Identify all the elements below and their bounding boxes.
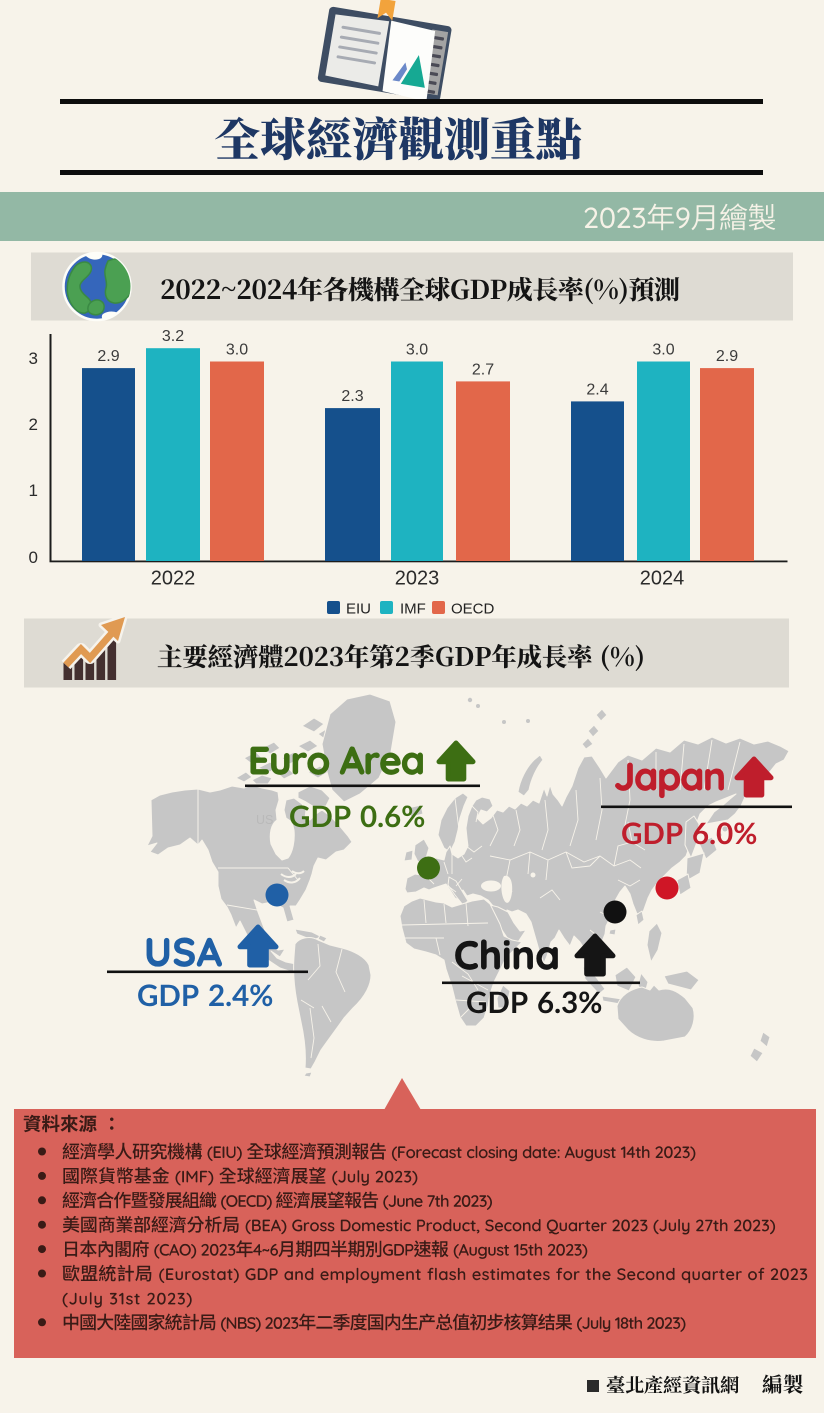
svg-text:0: 0 bbox=[29, 548, 38, 567]
svg-text:IMF: IMF bbox=[400, 601, 426, 618]
svg-text:2: 2 bbox=[29, 415, 38, 434]
svg-text:OECD: OECD bbox=[451, 601, 495, 618]
svg-text:US: US bbox=[256, 813, 273, 827]
svg-text:1: 1 bbox=[29, 481, 38, 500]
svg-text:3.2: 3.2 bbox=[162, 328, 184, 345]
svg-text:EIU: EIU bbox=[346, 601, 371, 618]
svg-text:3: 3 bbox=[29, 349, 38, 368]
svg-text:2.9: 2.9 bbox=[97, 348, 119, 365]
svg-text:2024: 2024 bbox=[640, 568, 685, 590]
svg-text:3.0: 3.0 bbox=[652, 342, 674, 359]
svg-text:2.4: 2.4 bbox=[586, 381, 608, 398]
svg-text:2.7: 2.7 bbox=[472, 361, 494, 378]
svg-text:2.3: 2.3 bbox=[341, 388, 363, 405]
svg-text:2023: 2023 bbox=[395, 568, 440, 590]
svg-text:3.0: 3.0 bbox=[226, 342, 248, 359]
svg-text:2.9: 2.9 bbox=[716, 348, 738, 365]
svg-text:3.0: 3.0 bbox=[406, 342, 428, 359]
svg-text:2022: 2022 bbox=[151, 568, 196, 590]
